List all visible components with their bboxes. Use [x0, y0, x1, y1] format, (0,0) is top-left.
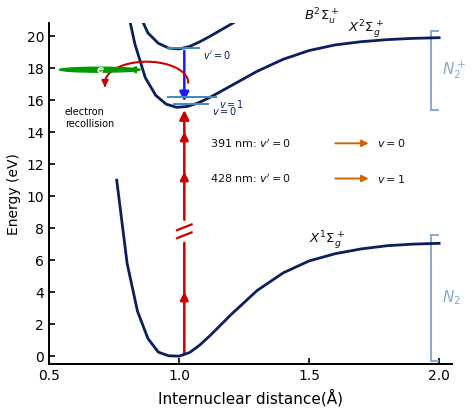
Circle shape [60, 67, 140, 72]
Text: $v=0$: $v=0$ [211, 105, 237, 117]
Text: electron
recollision: electron recollision [65, 107, 114, 129]
Text: $v=1$: $v=1$ [219, 98, 245, 110]
Text: $B^2\Sigma_u^+$: $B^2\Sigma_u^+$ [304, 7, 339, 27]
Text: $v=1$: $v=1$ [377, 173, 405, 185]
Text: $N_2$: $N_2$ [442, 288, 461, 307]
Text: $X^2\Sigma_g^+$: $X^2\Sigma_g^+$ [348, 18, 384, 40]
Text: $v'=0$: $v'=0$ [202, 49, 230, 61]
X-axis label: Internuclear distance(Å): Internuclear distance(Å) [158, 389, 343, 406]
Text: e: e [96, 65, 103, 75]
Text: $X^1\Sigma_g^+$: $X^1\Sigma_g^+$ [309, 229, 345, 252]
Text: 391 nm: $v'=0$: 391 nm: $v'=0$ [210, 137, 292, 150]
Y-axis label: Energy (eV): Energy (eV) [7, 153, 21, 235]
Text: $v=0$: $v=0$ [377, 137, 405, 150]
Text: 428 nm: $v'=0$: 428 nm: $v'=0$ [210, 172, 292, 185]
Text: $N_2^+$: $N_2^+$ [442, 59, 466, 81]
